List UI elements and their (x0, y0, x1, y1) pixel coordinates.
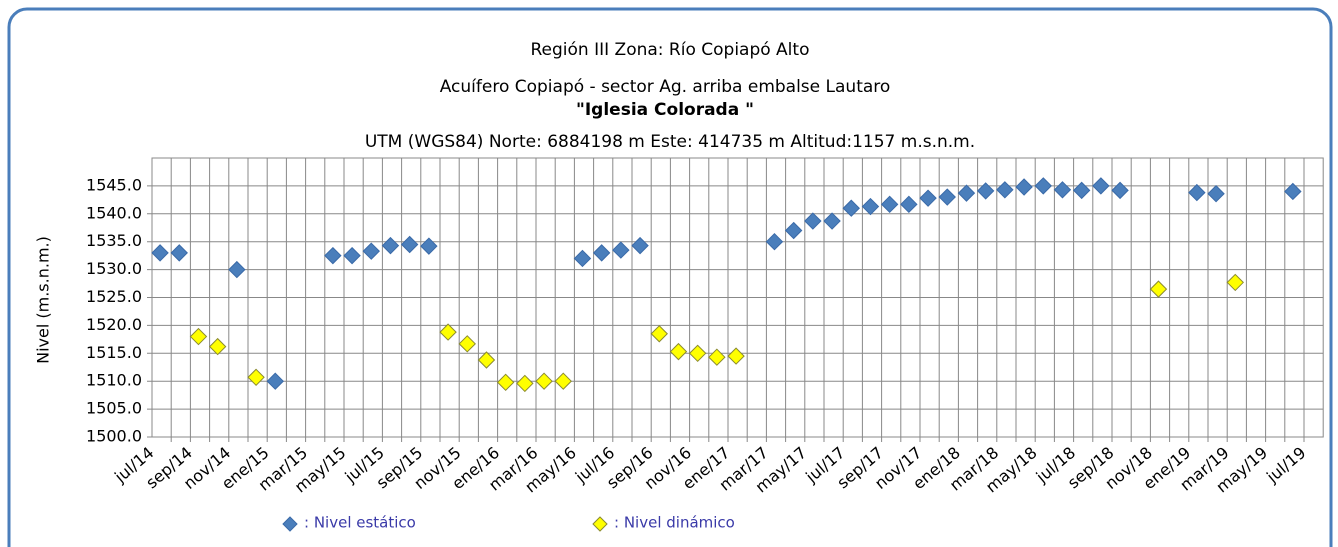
y-tick-label: 1540.0 (86, 203, 142, 222)
data-point (496, 373, 515, 392)
data-point (823, 212, 841, 230)
data-point (1284, 182, 1302, 201)
y-tick-label: 1515.0 (86, 343, 142, 362)
data-point (669, 342, 688, 361)
data-point (688, 344, 707, 363)
data-point (343, 246, 361, 265)
data-point (400, 235, 419, 254)
legend-label: : Nivel dinámico (614, 514, 735, 532)
data-point (228, 260, 246, 279)
data-point (516, 374, 534, 393)
data-point (247, 368, 265, 387)
data-point (1207, 185, 1225, 203)
y-tick-label: 1525.0 (86, 287, 142, 306)
chart-title: Región III Zona: Río Copiapó Alto (531, 40, 810, 60)
data-point (1111, 181, 1129, 200)
data-point (1015, 178, 1033, 196)
data-point (381, 236, 400, 255)
y-tick-label: 1535.0 (86, 231, 142, 250)
data-point (266, 372, 284, 390)
data-point (477, 351, 496, 369)
data-point (458, 335, 476, 353)
data-point (1188, 183, 1206, 202)
data-point (420, 237, 438, 255)
data-point (842, 199, 860, 217)
station-name: "Iglesia Colorada " (576, 100, 754, 120)
data-point (784, 221, 803, 240)
data-point (861, 197, 880, 216)
data-point (208, 337, 227, 356)
data-point (1053, 181, 1072, 199)
data-point (708, 348, 726, 366)
data-point (1034, 177, 1052, 195)
data-point (151, 244, 169, 262)
y-tick-label: 1530.0 (86, 259, 142, 278)
data-point (573, 249, 592, 268)
data-point (900, 195, 918, 214)
data-point (554, 372, 572, 390)
y-axis-label: Nivel (m.s.n.m.) (34, 236, 53, 364)
y-tick-label: 1510.0 (86, 371, 142, 390)
data-point (189, 327, 208, 346)
data-point (880, 195, 899, 214)
data-point (957, 184, 976, 202)
data-point (592, 244, 611, 262)
data-point (650, 325, 668, 343)
data-point (612, 241, 630, 259)
chart-subtitle: Acuífero Copiapó - sector Ag. arriba emb… (440, 77, 891, 97)
data-point (324, 246, 342, 265)
data-point (765, 232, 784, 251)
data-point (804, 212, 822, 230)
legend-marker (592, 516, 608, 532)
station-location: UTM (WGS84) Norte: 6884198 m Este: 41473… (365, 132, 975, 152)
data-point (362, 242, 380, 260)
data-point (439, 323, 457, 341)
data-point (919, 189, 937, 207)
y-tick-label: 1545.0 (86, 175, 142, 194)
data-point (976, 182, 995, 200)
data-point (996, 181, 1014, 199)
data-point (938, 188, 956, 206)
legend-marker (282, 516, 298, 532)
data-point (1149, 280, 1168, 298)
data-point (1072, 181, 1091, 200)
data-point (1226, 273, 1244, 292)
data-point (1092, 177, 1110, 195)
y-tick-label: 1505.0 (86, 399, 142, 418)
y-tick-label: 1520.0 (86, 315, 142, 334)
data-point (631, 236, 649, 255)
legend-label: : Nivel estático (304, 514, 416, 532)
data-point (170, 244, 188, 262)
y-tick-label: 1500.0 (86, 427, 142, 446)
data-point (535, 372, 553, 390)
data-point (727, 347, 745, 365)
